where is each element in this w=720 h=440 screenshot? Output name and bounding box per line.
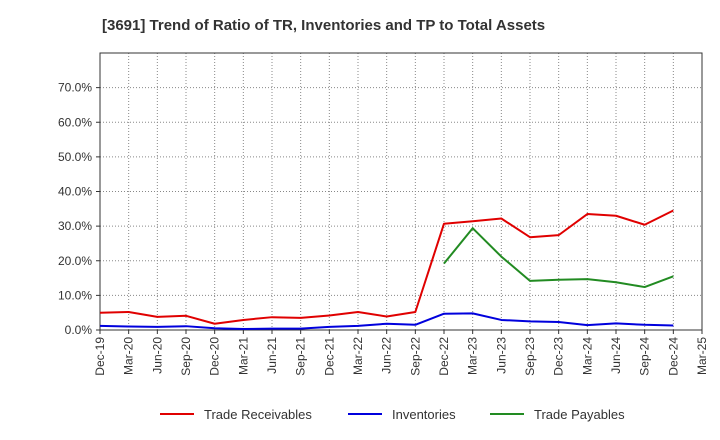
x-tick-label: Jun-22 <box>380 337 394 374</box>
y-tick-label: 30.0% <box>58 219 92 233</box>
series-line-inventories <box>99 312 674 330</box>
x-tick-label: Jun-24 <box>609 337 623 374</box>
y-tick-label: 60.0% <box>58 115 92 129</box>
series-line-trade-payables <box>443 227 674 289</box>
x-axis: Dec-19 Mar-20 Jun-20 Sep-20 Dec-20 Mar-21 Jun-… <box>93 330 709 376</box>
x-tick-label: Jun-21 <box>265 337 279 374</box>
x-tick-label: Sep-24 <box>638 337 652 376</box>
x-tick-label: Dec-22 <box>437 337 451 376</box>
x-tick-label: Mar-25 <box>695 337 709 375</box>
x-tick-label: Sep-23 <box>523 337 537 376</box>
x-tick-label: Dec-19 <box>93 337 107 376</box>
x-tick-label: Mar-24 <box>580 337 594 375</box>
legend-label: Trade Payables <box>534 407 625 422</box>
x-tick-label: Jun-20 <box>150 337 164 374</box>
x-tick-label: Sep-21 <box>294 337 308 376</box>
x-tick-label: Mar-22 <box>351 337 365 375</box>
x-tick-label: Dec-24 <box>666 337 680 376</box>
y-tick-label: 0.0% <box>65 323 93 337</box>
legend-label: Trade Receivables <box>204 407 312 422</box>
legend: Trade Receivables Inventories Trade Payabl… <box>160 407 625 422</box>
x-tick-label: Sep-20 <box>179 337 193 376</box>
y-tick-label: 20.0% <box>58 254 92 268</box>
x-tick-label: Mar-20 <box>122 337 136 375</box>
x-tick-label: Mar-21 <box>236 337 250 375</box>
x-tick-label: Dec-21 <box>322 337 336 376</box>
y-tick-label: 50.0% <box>58 150 92 164</box>
y-tick-label: 40.0% <box>58 185 92 199</box>
y-tick-label: 70.0% <box>58 81 92 95</box>
series-line-trade-receivables <box>99 209 674 325</box>
x-tick-label: Mar-23 <box>466 337 480 375</box>
x-tick-label: Jun-23 <box>494 337 508 374</box>
chart-title: [3691] Trend of Ratio of TR, Inventories… <box>102 17 545 34</box>
grid <box>100 53 702 330</box>
x-tick-label: Sep-22 <box>408 337 422 376</box>
x-tick-label: Dec-23 <box>552 337 566 376</box>
x-tick-label: Dec-20 <box>208 337 222 376</box>
series-lines <box>99 209 674 330</box>
legend-label: Inventories <box>392 407 456 422</box>
y-axis: 0.0% 10.0% 20.0% 30.0% 40.0% 50.0% 60.0% 70.0% <box>58 81 100 337</box>
y-tick-label: 10.0% <box>58 288 92 302</box>
